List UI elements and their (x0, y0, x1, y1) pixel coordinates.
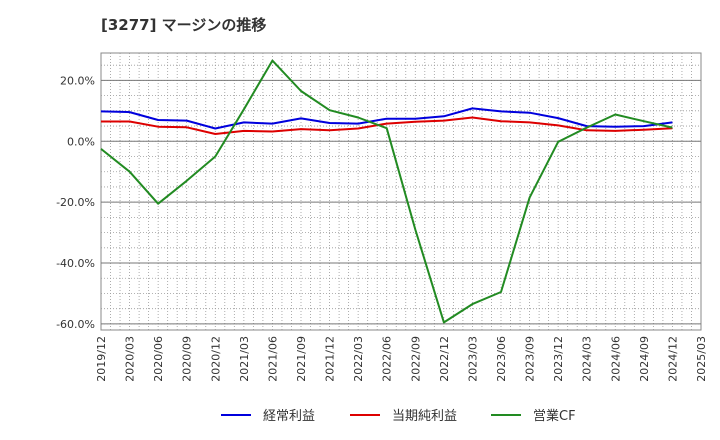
series-line-2 (101, 116, 673, 135)
y-tick-label: -60.0% (56, 318, 95, 331)
x-tick-label: 2022/09 (409, 336, 422, 382)
x-tick-label: 2020/03 (124, 336, 137, 382)
x-tick-label: 2022/12 (438, 336, 451, 382)
x-tick-label: 2019/12 (95, 336, 108, 382)
y-tick-label: -20.0% (56, 196, 95, 209)
x-tick-label: 2020/09 (181, 336, 194, 382)
x-tick-label: 2024/09 (638, 336, 651, 382)
legend-label: 営業CF (533, 408, 576, 424)
x-tick-label: 2024/06 (609, 336, 622, 382)
x-tick-label: 2023/03 (466, 336, 479, 382)
plot-area (100, 52, 702, 331)
x-tick-label: 2024/03 (581, 336, 594, 382)
x-tick-label: 2020/06 (152, 336, 165, 382)
x-tick-label: 2022/06 (381, 336, 394, 382)
y-tick-label: 20.0% (60, 74, 95, 87)
x-tick-label: 2025/03 (695, 336, 708, 382)
x-tick-label: 2021/09 (295, 336, 308, 382)
x-tick-label: 2023/06 (495, 336, 508, 382)
x-tick-label: 2023/09 (524, 336, 537, 382)
x-tick-label: 2024/12 (666, 336, 679, 382)
x-tick-label: 2021/06 (266, 336, 279, 382)
y-tick-label: 0.0% (67, 135, 95, 148)
x-tick-label: 2023/12 (552, 336, 565, 382)
legend-label: 経常利益 (263, 409, 315, 424)
series-line-1 (100, 107, 673, 130)
chart-title: [3277] マージンの推移 (101, 16, 267, 34)
x-tick-label: 2021/03 (238, 336, 251, 382)
y-tick-label: -40.0% (56, 257, 95, 270)
legend-label: 当期純利益 (392, 409, 457, 424)
x-tick-label: 2021/12 (324, 336, 337, 382)
x-tick-label: 2020/12 (209, 336, 222, 382)
series-line-3 (100, 59, 673, 324)
x-tick-label: 2022/03 (352, 336, 365, 382)
